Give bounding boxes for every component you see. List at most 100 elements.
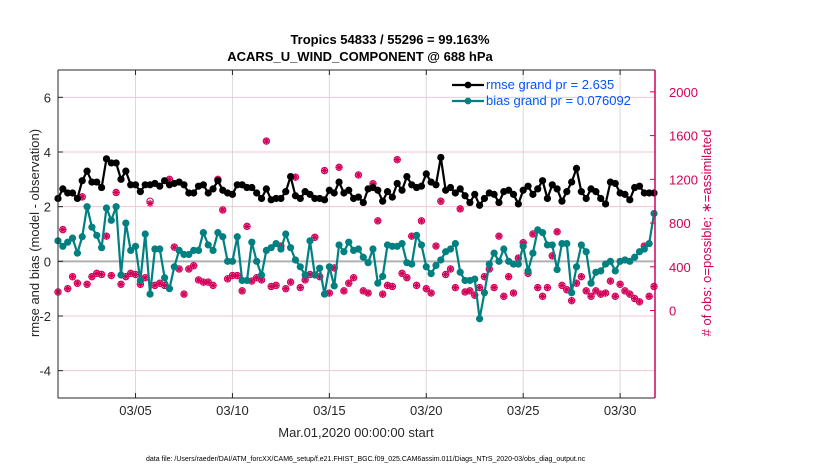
obs-assimilated-marker [417,217,425,225]
asterisk-stroke [171,244,178,251]
asterisk-stroke [185,266,192,272]
rmse-point [538,177,547,185]
asterisk-stroke [428,290,435,296]
obs-assimilated-marker [262,137,270,145]
asterisk-stroke [350,274,357,281]
obs-assimilated-marker [606,277,614,285]
asterisk-stroke [103,233,110,240]
asterisk-stroke [403,274,410,281]
obs-assimilated-marker [621,287,629,295]
rmse-point [136,188,144,196]
bias-point [451,239,459,248]
rmse-point [505,186,513,194]
bias-point [490,249,498,257]
bias-point [417,241,426,249]
rmse-point [432,181,440,189]
obs-assimilated-marker [635,298,643,306]
asterisk-stroke [476,284,483,291]
y-right-tick-label: 1600 [669,129,698,144]
rmse-point [282,188,290,196]
obs-assimilated-marker [146,199,154,207]
obs-assimilated-marker [529,230,537,238]
bias-point [194,246,203,254]
asterisk-stroke [617,281,624,288]
obs-assimilated-marker [582,287,590,295]
bias-point [88,223,96,231]
rmse-point [393,179,401,188]
asterisk-stroke [282,285,289,292]
bias-point [277,245,285,253]
obs-assimilated-marker [631,295,639,303]
asterisk-stroke [181,291,187,298]
rmse-point [102,155,111,163]
bias-point [345,238,353,246]
asterisk-stroke [98,271,105,278]
asterisk-stroke [244,223,250,230]
rmse-point [286,173,295,181]
obs-markers [54,137,658,306]
obs-assimilated-marker [364,289,372,297]
bias-point [538,229,547,237]
bias-point [611,267,619,275]
rmse-point [68,189,77,197]
bias-point [253,257,261,265]
obs-assimilated-marker [451,284,459,292]
asterisk-stroke [510,290,517,296]
bias-point [117,271,125,279]
obs-assimilated-marker [64,285,72,293]
y-tick-label: 4 [44,145,51,160]
obs-assimilated-marker [534,284,542,292]
bias-point [257,271,266,279]
obs-assimilated-marker [199,278,207,286]
asterisk-stroke [287,279,294,286]
rmse-point [553,185,561,193]
bias-point [524,267,532,275]
asterisk-stroke [389,283,396,290]
bias-line [57,206,656,319]
rmse-point [461,192,469,200]
obs-assimilated-marker [287,278,295,286]
rmse-point [422,170,430,178]
bias-point [214,229,222,237]
bias-point [170,263,178,271]
y-tick-label: -4 [39,364,51,379]
asterisk-stroke [399,270,405,277]
asterisk-stroke [544,284,551,291]
bias-point [398,239,406,248]
bias-point [219,233,227,241]
bias-point [107,216,115,224]
obs-assimilated-marker [311,233,319,241]
obs-assimilated-marker [185,265,193,273]
bias-point [127,246,135,254]
obs-assimilated-marker [543,284,551,292]
obs-assimilated-marker [490,284,498,292]
asterisk-stroke [118,281,124,288]
rmse-point [635,182,644,190]
obs-assimilated-marker [272,281,280,289]
rmse-point [199,181,207,189]
asterisk-stroke [588,293,594,300]
asterisk-stroke [234,272,241,279]
obs-assimilated-marker [466,287,474,295]
x-axis-label: Mar.01,2020 00:00:00 start [278,425,434,440]
bias-point [374,279,382,287]
bias-point [553,265,561,274]
bias-point [122,219,130,227]
asterisk-stroke [394,156,401,163]
asterisk-stroke [229,272,236,279]
y-right-tick-label: 400 [669,260,691,275]
bias-point [282,230,290,238]
asterisk-stroke [612,293,619,300]
rmse-point [253,189,261,197]
tick-labels: 03/05 03/10 03/15 03/20 03/25 03/30 6 4 2 0 -2 -4 20… [39,70,698,418]
asterisk-stroke [321,167,328,174]
bias-point [102,204,111,212]
asterisk-stroke [529,231,536,237]
chart-subtitle: ACARS_U_WIND_COMPONENT @ 688 hPa [227,49,493,64]
asterisk-stroke [74,280,81,287]
x-tick-label: 03/25 [507,403,540,418]
bias-point [98,244,106,252]
bias-point [563,239,571,248]
rmse-point [563,188,571,196]
